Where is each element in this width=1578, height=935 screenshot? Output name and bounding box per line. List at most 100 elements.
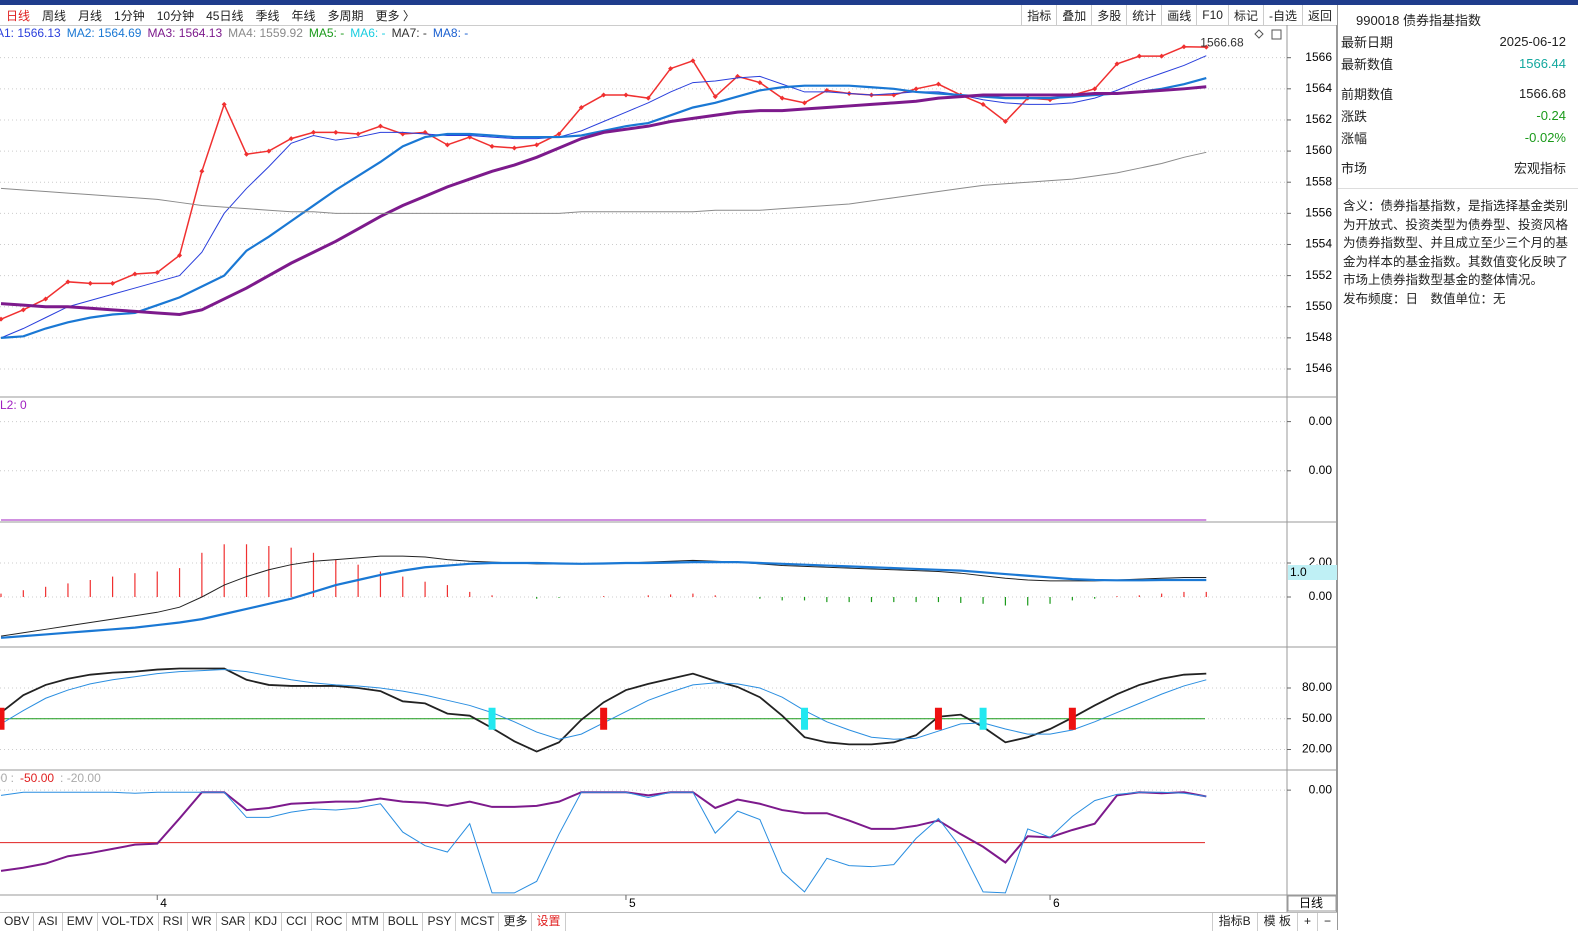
indicator-tab[interactable]: OBV [0,913,35,931]
series-line [0,667,1207,753]
point-marker [132,271,138,277]
indicator-tab[interactable]: CCI [282,913,312,931]
y-tick-label: 1554 [1305,237,1332,251]
info-value: 1566.68 [1519,85,1566,101]
point-marker [377,123,383,129]
point-marker [935,81,941,87]
info-group: 最新日期 2025-06-12 最新数值 1566.44 [1338,30,1578,82]
point-marker [244,151,250,157]
indicator-tab[interactable]: MCST [456,913,500,931]
panel-icon [1271,29,1282,40]
signal-marker [934,707,942,730]
indicator-tab[interactable]: SAR [217,913,251,931]
point-marker [310,129,316,135]
bottom-button[interactable]: + [1296,913,1317,931]
legend-entry: MA3: 1564.13 [147,26,222,40]
description: 含义：债券指基指数，是指选择基金类别为开放式、投资类型为债券型、投资风格为债券指… [1338,188,1578,308]
bottom-button[interactable]: 模 板 [1256,913,1297,931]
legend-entry: 00 : [0,771,14,785]
series-line [0,791,1207,872]
signal-marker [488,707,496,730]
last-value-label: 1566.68 [1200,35,1244,49]
point-marker [645,95,651,101]
point-marker [199,168,205,174]
period-tab[interactable]: 周线 [42,8,67,23]
tool-button[interactable]: F10 [1196,5,1228,25]
point-marker [266,148,272,154]
bottom-button[interactable]: 指标B [1211,913,1257,931]
period-tab[interactable]: 季线 [255,8,280,23]
cursor-label: 1.0 [1290,565,1307,579]
info-group: 前期数值 1566.68 涨跌 -0.24 涨幅 -0.02% [1338,82,1578,156]
info-row: 涨跌 -0.24 [1338,104,1578,126]
indicator-tab[interactable]: BOLL [384,913,424,931]
y-tick-label: 1558 [1305,174,1332,188]
y-tick-label: 80.00 [1302,680,1332,694]
indicator-tab[interactable]: EMV [63,913,98,931]
legend-entry: MA5: - [309,26,344,40]
info-value: 2025-06-12 [1499,33,1567,49]
period-tab[interactable]: 10分钟 [156,8,195,23]
tool-button[interactable]: 标记 [1227,5,1263,25]
title-stripe [0,0,1578,5]
signal-marker [600,707,608,730]
legend-entry: L2: 0 [0,398,27,412]
point-marker [913,86,919,92]
series-line [0,55,1207,339]
tool-button[interactable]: 统计 [1126,5,1161,25]
signal-marker [801,707,809,730]
point-marker [668,66,674,72]
tool-button[interactable]: -自选 [1262,5,1302,25]
point-marker [221,101,227,107]
indicator-tab[interactable]: ROC [312,913,348,931]
indicator-tab[interactable]: WR [188,913,217,931]
period-tab[interactable]: 更多 〉 [375,8,415,23]
legend-entry: MA7: - [392,26,427,40]
period-tab[interactable]: 月线 [78,8,103,23]
indicator-tab[interactable]: RSI [159,913,188,931]
info-panel: 990018 债券指基指数 最新日期 2025-06-12 最新数值 1566.44 前… [1337,5,1578,930]
indicator-tab[interactable]: VOL-TDX [98,913,159,931]
period-tab[interactable]: 1分钟 [114,8,145,23]
bottom-tabs: OBV ASI EMV VOL-TDX RSI WR SAR KDJ CCI ROC MTM BOLL… [0,912,1337,931]
indicator-tab[interactable]: ASI [34,913,63,931]
y-tick-label: 1566 [1305,50,1332,64]
toolbar: 日线 周线 月线 1分钟 10分钟 45日线 季线 年线 多周期 更多 〉 指标 叠加 多股 统计 画线 F1… [0,5,1337,26]
indicator-tab[interactable]: 设置 [532,913,566,931]
indicator-tab[interactable]: 更多 [499,913,533,931]
period-tab[interactable]: 日线 [6,8,31,23]
signal-marker [1068,707,1076,730]
period-tab[interactable]: 年线 [291,8,316,23]
tool-button[interactable]: 返回 [1301,5,1337,25]
legend-entry: : -20.00 [60,771,101,785]
cursor-box [1288,565,1337,580]
indicator-tab[interactable]: KDJ [250,913,283,931]
point-marker [1092,86,1098,92]
info-row: 涨幅 -0.02% [1338,126,1578,148]
footer-text: 发布频度：日 数值单位：无 [1343,291,1506,306]
series-line [0,151,1207,214]
point-marker [1114,61,1120,67]
y-tick-label: 1550 [1305,299,1332,313]
indicator-tab[interactable]: PSY [423,913,457,931]
info-group: 市场 宏观指标 [1338,156,1578,186]
tool-button[interactable]: 指标 [1021,5,1056,25]
y-tick-label: 0.00 [1309,589,1333,603]
tool-buttons: 指标 叠加 多股 统计 画线 F10 标记 -自选 返回 [1021,5,1337,25]
bottom-button[interactable]: − [1316,913,1337,931]
tool-button[interactable]: 多股 [1091,5,1126,25]
point-marker [779,95,785,101]
point-marker [65,279,71,285]
tool-button[interactable]: 画线 [1161,5,1196,25]
period-tab[interactable]: 多周期 [327,8,364,23]
series-line [0,77,1207,339]
period-tab[interactable]: 45日线 [206,8,244,23]
info-rows: 最新日期 2025-06-12 最新数值 1566.44 前期数值 1566.68 涨跌 -0… [1338,30,1578,186]
y-tick-label: 50.00 [1302,711,1332,725]
y-tick-label: 0.00 [1309,414,1333,428]
indicator-tab[interactable]: MTM [347,913,384,931]
tool-button[interactable]: 叠加 [1056,5,1091,25]
point-marker [288,136,294,142]
point-marker [1181,44,1187,50]
signal-marker [979,707,987,730]
